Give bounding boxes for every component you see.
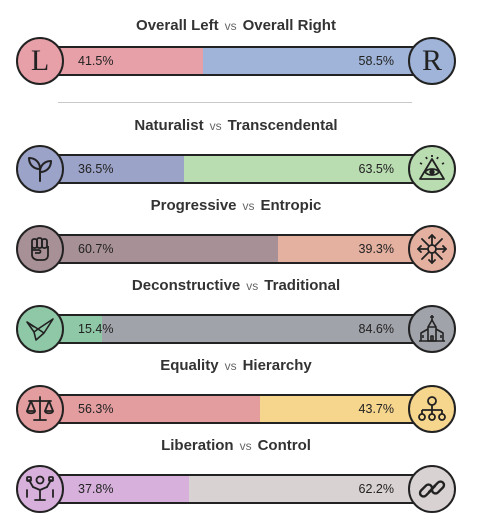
axis-progressive-entropic: Progressive vs Entropic 60.7% 39.3% [0,194,488,274]
axis-title: Overall Left vs Overall Right [0,14,472,38]
left-badge [16,305,64,353]
left-percent: 60.7% [78,242,114,256]
right-label: Entropic [260,197,322,214]
chain-link-icon [418,480,446,498]
right-badge [408,465,456,513]
left-label: Overall Left [136,17,219,34]
all-seeing-eye-icon [419,155,445,180]
vs-label: vs [209,119,222,133]
right-fill [277,236,430,262]
axis-liberation-control: Liberation vs Control 37.8% 62.2% [0,434,488,514]
right-badge [408,305,456,353]
right-label: Control [257,437,311,454]
right-label: Traditional [264,277,341,294]
divider [58,102,412,103]
vs-label: vs [224,19,237,33]
progress-bar: 41.5% 58.5% [40,46,432,76]
left-label: Equality [160,357,219,374]
chaos-star-icon [417,234,447,264]
letter-r-icon: R [421,44,442,77]
axis-title: Deconstructive vs Traditional [0,274,472,298]
right-letter-badge: R [408,37,456,85]
right-percent: 58.5% [358,54,394,68]
left-label: Deconstructive [131,277,241,294]
axis-title: Naturalist vs Transcendental [0,114,472,138]
vs-label: vs [246,279,259,293]
right-badge [408,225,456,273]
broken-chains-icon [26,475,54,501]
left-label: Progressive [150,197,237,214]
origami-bird-icon [26,318,54,341]
axis-overall: Overall Left vs Overall Right 41.5% 58.5% … [0,14,488,94]
right-percent: 43.7% [358,402,394,416]
vs-label: vs [242,199,255,213]
axis-title: Liberation vs Control [0,434,472,458]
right-percent: 39.3% [358,242,394,256]
progress-bar: 15.4% 84.6% [40,314,432,344]
vs-label: vs [224,359,237,373]
sprout-icon [28,157,52,182]
left-percent: 41.5% [78,54,114,68]
left-percent: 56.3% [78,402,114,416]
axis-title: Progressive vs Entropic [0,194,472,218]
raised-fist-icon [31,237,49,261]
left-fill [42,476,189,502]
right-percent: 84.6% [358,322,394,336]
right-fill [101,316,430,342]
left-percent: 37.8% [78,482,114,496]
right-label: Transcendental [227,117,338,134]
progress-bar: 37.8% 62.2% [40,474,432,504]
right-label: Overall Right [242,17,336,34]
right-fill [183,156,430,182]
axis-naturalist-transcendental: Naturalist vs Transcendental 36.5% 63.5% [0,114,488,194]
left-percent: 36.5% [78,162,114,176]
left-badge [16,225,64,273]
left-label: Liberation [161,437,234,454]
right-badge [408,145,456,193]
right-label: Hierarchy [242,357,312,374]
scales-icon [26,396,54,421]
progress-bar: 56.3% 43.7% [40,394,432,424]
right-fill [188,476,430,502]
left-fill [42,396,261,422]
left-letter-badge: L [16,37,64,85]
axis-equality-hierarchy: Equality vs Hierarchy 56.3% 43.7% [0,354,488,434]
progress-bar: 60.7% 39.3% [40,234,432,264]
left-fill [42,48,204,74]
right-percent: 62.2% [358,482,394,496]
right-percent: 63.5% [358,162,394,176]
left-badge [16,465,64,513]
left-badge [16,385,64,433]
left-fill [42,236,278,262]
hierarchy-icon [418,396,446,421]
left-badge [16,145,64,193]
right-badge [408,385,456,433]
left-percent: 15.4% [78,322,114,336]
left-fill [42,156,184,182]
left-label: Naturalist [134,117,204,134]
vs-label: vs [239,439,252,453]
letter-l-icon: L [30,44,50,77]
progress-bar: 36.5% 63.5% [40,154,432,184]
right-fill [203,48,430,74]
right-fill [260,396,430,422]
church-icon [419,315,445,342]
axis-deconstructive-traditional: Deconstructive vs Traditional 15.4% 84.6% [0,274,488,354]
axis-title: Equality vs Hierarchy [0,354,472,378]
